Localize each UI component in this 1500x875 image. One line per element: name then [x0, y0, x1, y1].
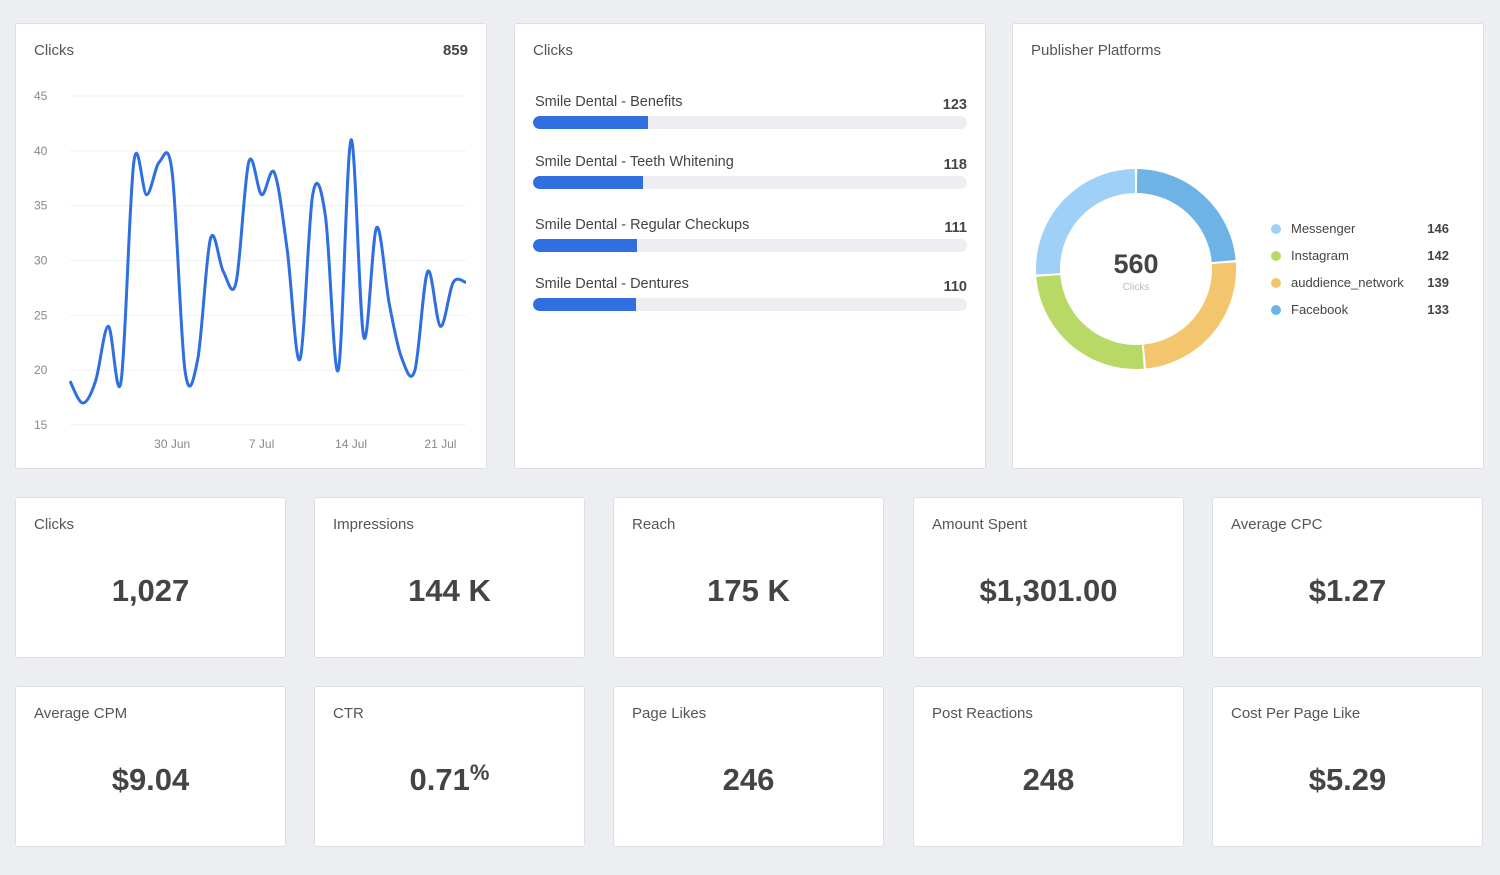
- campaign-value: 123: [942, 97, 967, 113]
- campaign-row: Smile Dental - Dentures 110: [533, 276, 967, 316]
- campaign-bar-track: [533, 239, 967, 252]
- platforms-donut-chart: 560 Clicks: [1036, 169, 1236, 369]
- kpi-card-page-likes: Page Likes 246: [613, 686, 884, 847]
- kpi-value: 1,027: [111, 573, 190, 608]
- campaign-bar-track: [533, 176, 967, 189]
- kpi-label: Amount Spent: [932, 516, 1028, 533]
- y-tick-label: 20: [34, 363, 48, 377]
- kpi-label: Reach: [632, 516, 676, 533]
- donut-slice-facebook[interactable]: [1136, 169, 1236, 263]
- legend-label: Instagram: [1291, 248, 1349, 263]
- campaign-label: Smile Dental - Benefits: [535, 94, 683, 110]
- kpi-value: $1.27: [1308, 573, 1387, 608]
- clicks-trend-card: Clicks 859 45 40 35 30 25 20 15 30 Jun 7 Jul 14 J…: [15, 23, 487, 469]
- kpi-label: Clicks: [34, 516, 74, 533]
- kpi-card-cost-per-page-like: Cost Per Page Like $5.29: [1212, 686, 1483, 847]
- legend-label: Messenger: [1291, 221, 1356, 236]
- card-title: Publisher Platforms: [1031, 42, 1162, 59]
- kpi-label: Page Likes: [632, 705, 707, 722]
- legend-value: 146: [1427, 221, 1449, 236]
- kpi-value: $9.04: [111, 762, 190, 797]
- campaign-value: 110: [943, 279, 967, 295]
- clicks-line-chart: 45 40 35 30 25 20 15 30 Jun 7 Jul 14 Jul 21 Jul: [34, 89, 467, 451]
- card-title: Clicks: [533, 42, 573, 59]
- x-tick-label: 21 Jul: [424, 437, 456, 451]
- legend-item[interactable]: Messenger 146: [1269, 220, 1449, 247]
- kpi-card-average-cpc: Average CPC $1.27: [1212, 497, 1483, 658]
- platforms-legend: Messenger 146 Instagram 142 auddience_ne…: [1269, 220, 1449, 328]
- campaign-clicks-card: Clicks Smile Dental - Benefits 123 Smile…: [514, 23, 986, 469]
- y-tick-label: 40: [34, 144, 48, 158]
- donut-slice-auddience-network[interactable]: [1143, 262, 1236, 369]
- legend-item[interactable]: Instagram 142: [1269, 247, 1449, 274]
- kpi-card-impressions: Impressions 144 K: [314, 497, 585, 658]
- legend-dot: [1271, 278, 1281, 288]
- campaign-bar-track: [533, 298, 967, 311]
- kpi-value: 144 K: [408, 573, 491, 608]
- kpi-value: 0.71%: [409, 760, 490, 797]
- kpi-value: 175 K: [707, 573, 790, 608]
- kpi-card-average-cpm: Average CPM $9.04: [15, 686, 286, 847]
- campaign-row: Smile Dental - Benefits 123: [533, 94, 967, 134]
- legend-value: 142: [1427, 248, 1449, 263]
- kpi-value: 246: [722, 762, 775, 797]
- legend-label: Facebook: [1291, 302, 1349, 317]
- x-tick-label: 14 Jul: [335, 437, 367, 451]
- kpi-label: Post Reactions: [932, 705, 1033, 722]
- kpi-label: Average CPM: [34, 705, 128, 722]
- clicks-series-line: [68, 138, 467, 405]
- kpi-value: $5.29: [1308, 762, 1387, 797]
- kpi-card-clicks: Clicks 1,027: [15, 497, 286, 658]
- campaign-value: 118: [943, 157, 967, 173]
- donut-center-value: 560: [1113, 249, 1158, 279]
- y-tick-label: 15: [34, 418, 48, 432]
- donut-slice-messenger[interactable]: [1036, 169, 1136, 275]
- kpi-label: CTR: [333, 705, 364, 722]
- campaign-row: Smile Dental - Regular Checkups 111: [533, 217, 967, 257]
- legend-item[interactable]: Facebook 133: [1269, 301, 1449, 328]
- campaign-bar-fill: [533, 298, 636, 311]
- campaign-bar-fill: [533, 116, 648, 129]
- kpi-value: 248: [1022, 762, 1075, 797]
- campaign-bar-fill: [533, 176, 643, 189]
- kpi-card-ctr: CTR 0.71%: [314, 686, 585, 847]
- x-tick-label: 7 Jul: [249, 437, 274, 451]
- campaign-bar-track: [533, 116, 967, 129]
- campaign-label: Smile Dental - Regular Checkups: [535, 217, 750, 233]
- publisher-platforms-card: Publisher Platforms 560 Clicks Messenger …: [1012, 23, 1484, 469]
- kpi-label: Impressions: [333, 516, 414, 533]
- legend-dot: [1271, 224, 1281, 234]
- y-tick-label: 30: [34, 254, 48, 268]
- kpi-card-post-reactions: Post Reactions 248: [913, 686, 1184, 847]
- legend-value: 133: [1427, 302, 1449, 317]
- y-tick-label: 35: [34, 199, 48, 213]
- legend-item[interactable]: auddience_network 139: [1269, 274, 1449, 301]
- campaign-label: Smile Dental - Teeth Whitening: [535, 154, 734, 170]
- kpi-label: Cost Per Page Like: [1231, 705, 1361, 722]
- kpi-label: Average CPC: [1231, 516, 1323, 533]
- kpi-card-amount-spent: Amount Spent $1,301.00: [913, 497, 1184, 658]
- campaign-label: Smile Dental - Dentures: [535, 276, 689, 292]
- y-tick-label: 25: [34, 308, 48, 322]
- campaign-row: Smile Dental - Teeth Whitening 118: [533, 154, 967, 194]
- clicks-total: 859: [442, 42, 468, 59]
- y-tick-label: 45: [34, 89, 48, 103]
- kpi-card-reach: Reach 175 K: [613, 497, 884, 658]
- card-title: Clicks: [34, 42, 74, 59]
- donut-slice-instagram[interactable]: [1036, 275, 1144, 369]
- kpi-value: $1,301.00: [979, 573, 1118, 608]
- legend-dot: [1271, 305, 1281, 315]
- legend-dot: [1271, 251, 1281, 261]
- legend-label: auddience_network: [1291, 275, 1404, 290]
- campaign-bar-fill: [533, 239, 638, 252]
- campaign-value: 111: [944, 220, 967, 236]
- legend-value: 139: [1427, 275, 1449, 290]
- donut-center-label: Clicks: [1123, 282, 1150, 293]
- x-tick-label: 30 Jun: [154, 437, 190, 451]
